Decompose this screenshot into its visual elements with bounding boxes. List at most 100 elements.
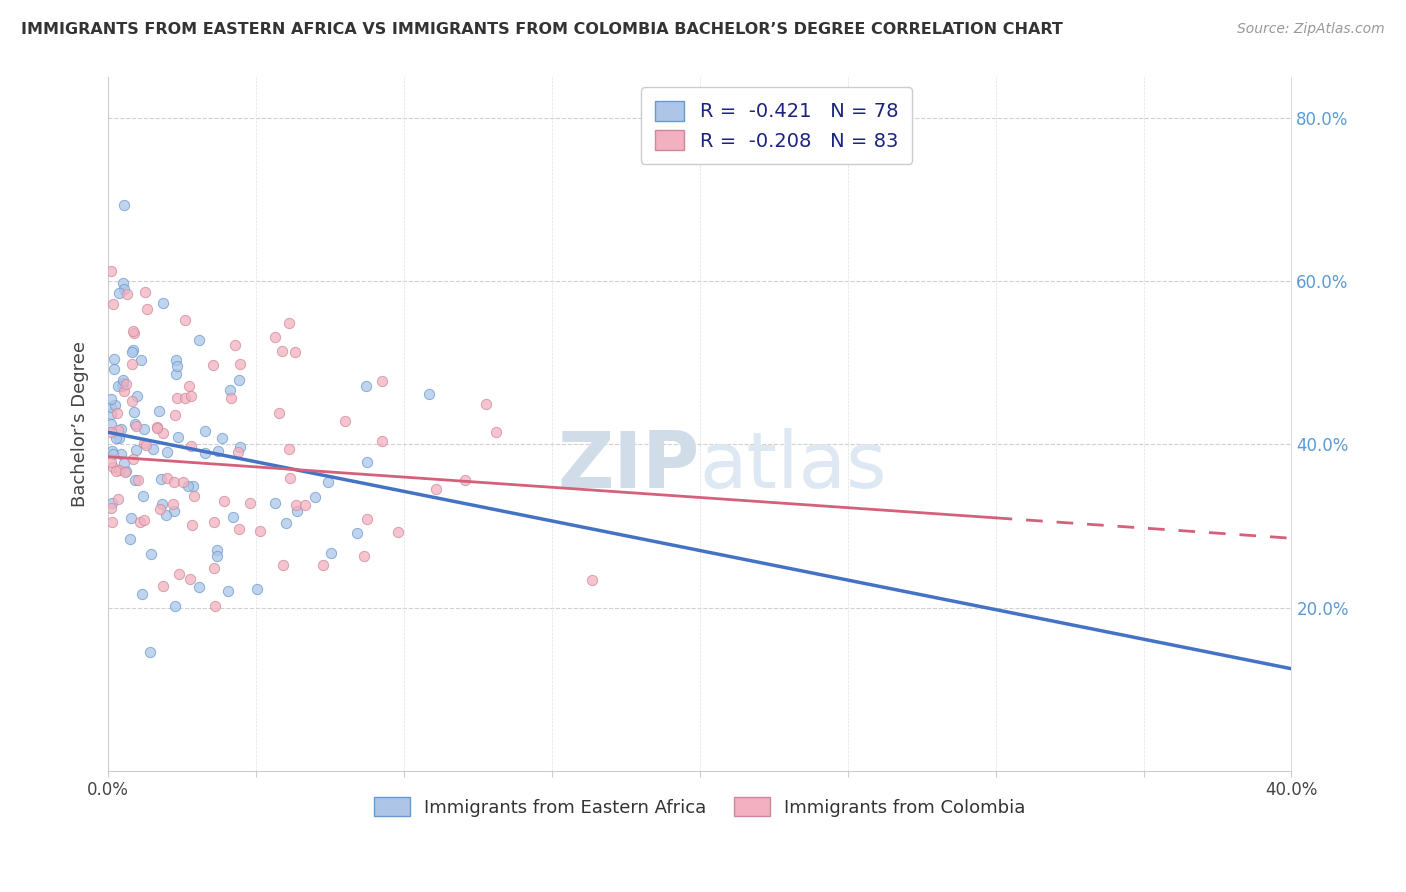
Point	[278, 471, 301, 485]
Point	[100, 407, 122, 421]
Point	[165, 367, 187, 381]
Point	[122, 326, 145, 340]
Point	[474, 396, 496, 410]
Point	[100, 443, 122, 458]
Point	[156, 471, 179, 485]
Point	[112, 198, 135, 212]
Point	[224, 337, 246, 351]
Point	[180, 389, 202, 403]
Point	[285, 499, 308, 513]
Text: atlas: atlas	[700, 427, 887, 504]
Point	[103, 297, 125, 311]
Point	[149, 501, 172, 516]
Point	[273, 558, 295, 572]
Point	[111, 376, 134, 391]
Point	[101, 495, 124, 509]
Point	[187, 580, 209, 594]
Point	[212, 494, 235, 508]
Point	[124, 417, 146, 431]
Point	[264, 330, 287, 344]
Point	[270, 343, 292, 358]
Point	[165, 599, 187, 613]
Point	[101, 460, 124, 475]
Point	[166, 391, 188, 405]
Point	[165, 352, 187, 367]
Point	[180, 439, 202, 453]
Point	[249, 524, 271, 539]
Point	[103, 362, 125, 376]
Point	[356, 512, 378, 526]
Point	[581, 573, 603, 587]
Point	[180, 518, 202, 533]
Point	[127, 473, 149, 487]
Point	[204, 599, 226, 614]
Point	[183, 489, 205, 503]
Point	[211, 431, 233, 445]
Point	[104, 398, 127, 412]
Point	[222, 509, 245, 524]
Point	[485, 425, 508, 439]
Point	[267, 406, 290, 420]
Point	[121, 357, 143, 371]
Point	[312, 558, 335, 573]
Point	[162, 497, 184, 511]
Point	[124, 474, 146, 488]
Legend: Immigrants from Eastern Africa, Immigrants from Colombia: Immigrants from Eastern Africa, Immigran…	[367, 790, 1033, 824]
Point	[316, 475, 339, 489]
Point	[100, 417, 122, 432]
Point	[110, 447, 132, 461]
Point	[135, 302, 157, 317]
Point	[174, 391, 197, 405]
Point	[139, 645, 162, 659]
Point	[229, 357, 252, 371]
Point	[356, 379, 378, 393]
Point	[181, 479, 204, 493]
Point	[111, 378, 134, 392]
Point	[114, 464, 136, 478]
Point	[115, 377, 138, 392]
Point	[454, 473, 477, 487]
Point	[104, 431, 127, 445]
Point	[304, 490, 326, 504]
Point	[152, 425, 174, 440]
Point	[100, 392, 122, 407]
Point	[172, 475, 194, 490]
Point	[125, 419, 148, 434]
Point	[219, 383, 242, 397]
Point	[217, 583, 239, 598]
Point	[278, 316, 301, 330]
Point	[100, 264, 122, 278]
Point	[202, 561, 225, 575]
Point	[152, 296, 174, 310]
Point	[207, 444, 229, 458]
Point	[100, 500, 122, 515]
Point	[163, 504, 186, 518]
Point	[131, 489, 153, 503]
Point	[134, 438, 156, 452]
Point	[148, 404, 170, 418]
Point	[333, 414, 356, 428]
Point	[111, 277, 134, 291]
Point	[228, 373, 250, 387]
Point	[188, 333, 211, 347]
Point	[356, 455, 378, 469]
Point	[283, 344, 305, 359]
Point	[114, 465, 136, 479]
Point	[128, 515, 150, 529]
Point	[107, 463, 129, 477]
Point	[166, 359, 188, 373]
Point	[202, 515, 225, 529]
Point	[108, 431, 131, 445]
Point	[205, 549, 228, 563]
Point	[127, 389, 149, 403]
Point	[132, 513, 155, 527]
Point	[112, 373, 135, 387]
Point	[353, 549, 375, 564]
Point	[228, 445, 250, 459]
Point	[319, 546, 342, 560]
Point	[100, 425, 122, 440]
Point	[163, 408, 186, 422]
Y-axis label: Bachelor’s Degree: Bachelor’s Degree	[72, 341, 89, 507]
Point	[194, 424, 217, 438]
Point	[146, 421, 169, 435]
